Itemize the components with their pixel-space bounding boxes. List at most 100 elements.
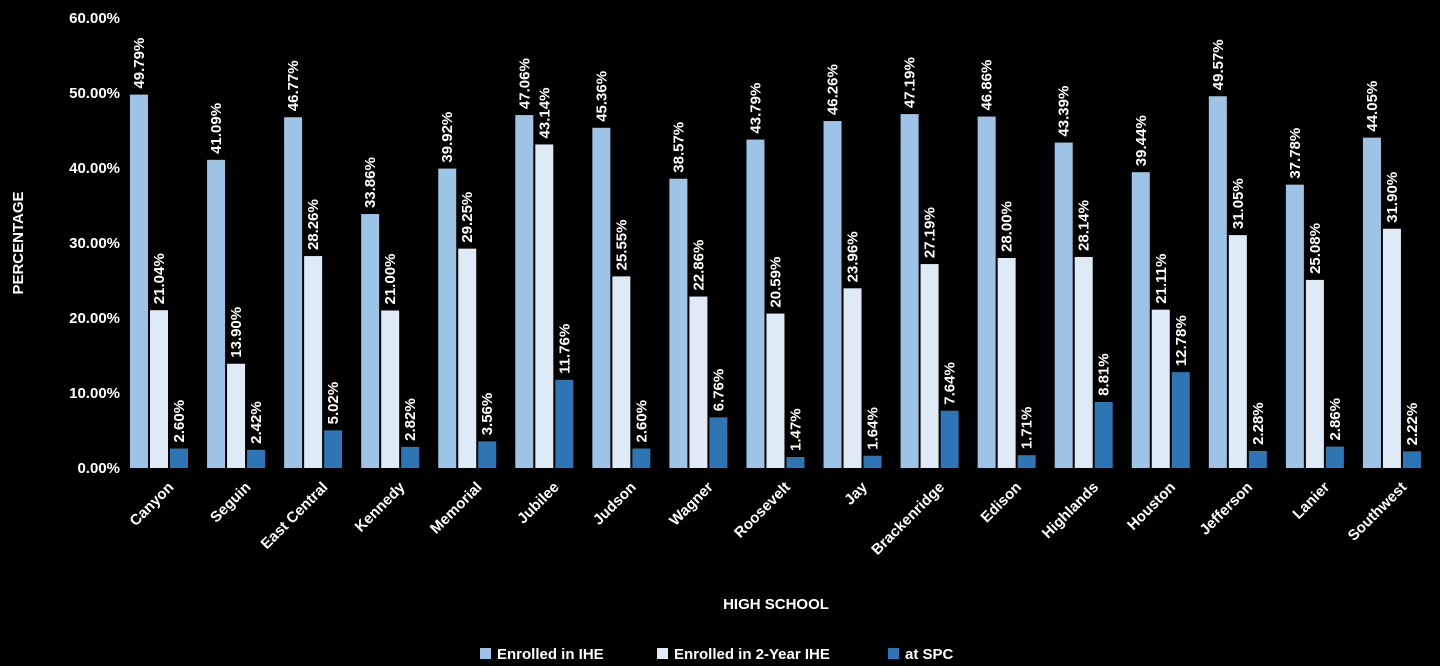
x-axis-title: HIGH SCHOOL (723, 596, 829, 613)
data-label: 46.86% (979, 60, 996, 111)
bar-at-spc (863, 455, 882, 468)
data-label: 37.78% (1287, 128, 1304, 179)
data-label: 49.57% (1210, 39, 1227, 90)
bar-enrolled-2yr-ihe (766, 313, 785, 468)
data-label: 31.05% (1230, 178, 1247, 229)
bar-enrolled-2yr-ihe (150, 310, 168, 468)
data-label: 8.81% (1096, 353, 1113, 396)
bar-enrolled-ihe (284, 117, 303, 468)
legend-label: at SPC (905, 646, 954, 663)
category-label: Houston (1124, 479, 1179, 534)
bar-enrolled-2yr-ihe (304, 256, 323, 468)
bar-enrolled-2yr-ihe (997, 258, 1016, 468)
bar-enrolled-2yr-ihe (1382, 228, 1401, 468)
data-label: 27.19% (922, 207, 939, 258)
bar-at-spc (170, 448, 188, 468)
category-label: Highlands (1039, 479, 1102, 542)
bar-at-spc (478, 441, 497, 468)
data-label: 2.60% (633, 400, 650, 443)
bar-enrolled-ihe (746, 139, 765, 468)
bar-enrolled-ihe (977, 116, 996, 469)
bar-at-spc (555, 379, 574, 468)
bar-enrolled-2yr-ihe (535, 144, 554, 468)
data-label: 46.26% (825, 64, 842, 115)
plot-area: 0.00% 10.00% 20.00% 30.00% 40.00% 50.00% 60.00… (69, 10, 1438, 559)
bar-enrolled-ihe (438, 168, 457, 468)
bar-enrolled-ihe (130, 94, 148, 468)
bar-enrolled-ihe (361, 214, 380, 468)
bar-at-spc (1248, 450, 1267, 468)
legend-swatch (480, 648, 491, 659)
bar-at-spc (786, 456, 805, 468)
legend-label: Enrolled in IHE (497, 646, 604, 663)
legend-label: Enrolled in 2-Year IHE (674, 646, 830, 663)
data-label: 5.02% (325, 382, 342, 425)
data-label: 2.42% (248, 401, 265, 444)
category-label: Jay (841, 478, 871, 508)
data-label: 13.90% (228, 307, 245, 358)
y-tick-label: 40.00% (69, 160, 120, 177)
bar-enrolled-ihe (1054, 142, 1073, 468)
data-label: 45.36% (593, 71, 610, 122)
bar-enrolled-2yr-ihe (458, 248, 477, 468)
data-label: 25.08% (1307, 223, 1324, 274)
bar-enrolled-2yr-ihe (1074, 256, 1093, 468)
bar-enrolled-2yr-ihe (843, 288, 862, 468)
bar-enrolled-ihe (1285, 184, 1304, 468)
category-label: Judson (590, 479, 640, 529)
legend: Enrolled in IHE Enrolled in 2-Year IHE at … (480, 646, 954, 663)
bar-at-spc (1402, 451, 1421, 468)
data-label: 3.56% (479, 393, 496, 436)
data-label: 6.76% (710, 369, 727, 412)
category-label: Canyon (126, 479, 177, 530)
data-label: 46.77% (285, 60, 302, 111)
bar-enrolled-ihe (669, 178, 688, 468)
data-label: 7.64% (942, 362, 959, 405)
bar-at-spc (632, 448, 651, 468)
bar-enrolled-ihe (207, 159, 226, 468)
category-label: Memorial (427, 479, 486, 538)
data-label: 2.28% (1250, 402, 1267, 445)
data-label: 12.78% (1173, 315, 1190, 366)
data-label: 31.90% (1384, 172, 1401, 223)
bar-at-spc (401, 446, 420, 468)
data-label: 23.96% (845, 231, 862, 282)
data-label: 43.39% (1056, 86, 1073, 137)
data-label: 1.71% (1019, 407, 1036, 450)
bar-enrolled-2yr-ihe (1305, 279, 1324, 468)
category-label: Southwest (1345, 479, 1411, 545)
data-label: 29.25% (459, 192, 476, 243)
bar-enrolled-ihe (1208, 96, 1227, 468)
bar-at-spc (324, 430, 343, 468)
data-label: 39.92% (439, 112, 456, 163)
data-label: 21.11% (1153, 254, 1170, 304)
category-label: Seguin (207, 479, 254, 526)
category-label: Jefferson (1196, 479, 1256, 539)
category-label: Jubilee (514, 479, 563, 528)
bar-at-spc (1094, 401, 1113, 468)
bar-enrolled-2yr-ihe (612, 276, 631, 468)
data-label: 2.82% (402, 398, 419, 441)
data-label: 47.06% (516, 58, 533, 109)
data-label: 22.86% (690, 240, 707, 291)
data-label: 25.55% (613, 220, 630, 271)
category-label: Edison (978, 479, 1025, 526)
category-label: Kennedy (352, 478, 409, 535)
data-label: 1.47% (787, 408, 804, 451)
category-label: Lanier (1289, 479, 1333, 523)
data-label: 47.19% (902, 57, 919, 108)
bar-at-spc (709, 417, 728, 468)
bar-enrolled-ihe (1131, 172, 1150, 468)
bar-enrolled-2yr-ihe (689, 296, 708, 468)
y-tick-label: 50.00% (69, 85, 120, 102)
data-label: 49.79% (131, 38, 148, 89)
data-label: 44.05% (1364, 81, 1381, 132)
bar-enrolled-2yr-ihe (1151, 309, 1170, 468)
data-label: 21.00% (382, 254, 399, 305)
bar-at-spc (247, 449, 266, 468)
bar-enrolled-ihe (900, 114, 919, 468)
bar-enrolled-2yr-ihe (381, 310, 400, 468)
data-label: 2.60% (171, 400, 188, 443)
data-label: 38.57% (670, 122, 687, 173)
